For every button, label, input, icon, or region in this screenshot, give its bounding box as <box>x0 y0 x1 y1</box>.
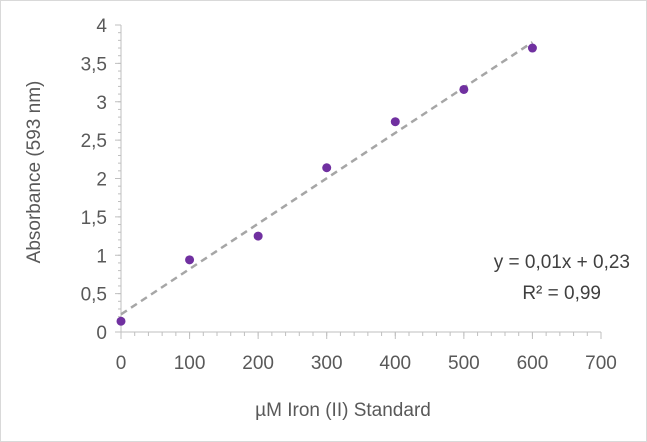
data-point <box>185 255 195 265</box>
x-axis-title: µM Iron (II) Standard <box>255 400 431 421</box>
y-tick-label: 0,5 <box>81 285 107 306</box>
x-tick-label: 100 <box>174 353 206 374</box>
data-point <box>116 316 126 326</box>
y-tick-label: 1,5 <box>81 208 107 229</box>
y-axis-title: Absorbance (593 nm) <box>24 81 45 264</box>
tick-labels: 0 0,5 1 1,5 2 2,5 3 3,5 4 0 100 200 300 400 500 600 700 <box>81 16 617 374</box>
x-tick-label: 200 <box>242 353 274 374</box>
y-tick-label: 4 <box>96 16 107 37</box>
data-points <box>116 43 537 326</box>
data-point <box>322 163 332 173</box>
x-tick-label: 700 <box>585 353 617 374</box>
y-tick-label: 2 <box>96 170 107 191</box>
trendline-r-squared: R² = 0,99 <box>522 283 601 304</box>
x-tick-label: 300 <box>311 353 343 374</box>
x-tick-label: 0 <box>116 353 127 374</box>
data-point <box>459 84 469 94</box>
trendline-equation: y = 0,01x + 0,23 <box>494 252 630 273</box>
x-tick-label: 400 <box>379 353 411 374</box>
trendline <box>120 41 534 316</box>
y-tick-label: 1 <box>96 246 107 267</box>
x-tick-label: 600 <box>517 353 549 374</box>
y-tick-label: 3 <box>96 93 107 114</box>
data-point <box>390 117 400 127</box>
y-tick-label: 2,5 <box>81 131 107 152</box>
axes <box>115 24 602 339</box>
data-point <box>527 43 537 53</box>
y-tick-label: 3,5 <box>81 54 107 75</box>
data-point <box>253 231 263 241</box>
x-tick-label: 500 <box>448 353 480 374</box>
y-tick-label: 0 <box>96 323 107 344</box>
